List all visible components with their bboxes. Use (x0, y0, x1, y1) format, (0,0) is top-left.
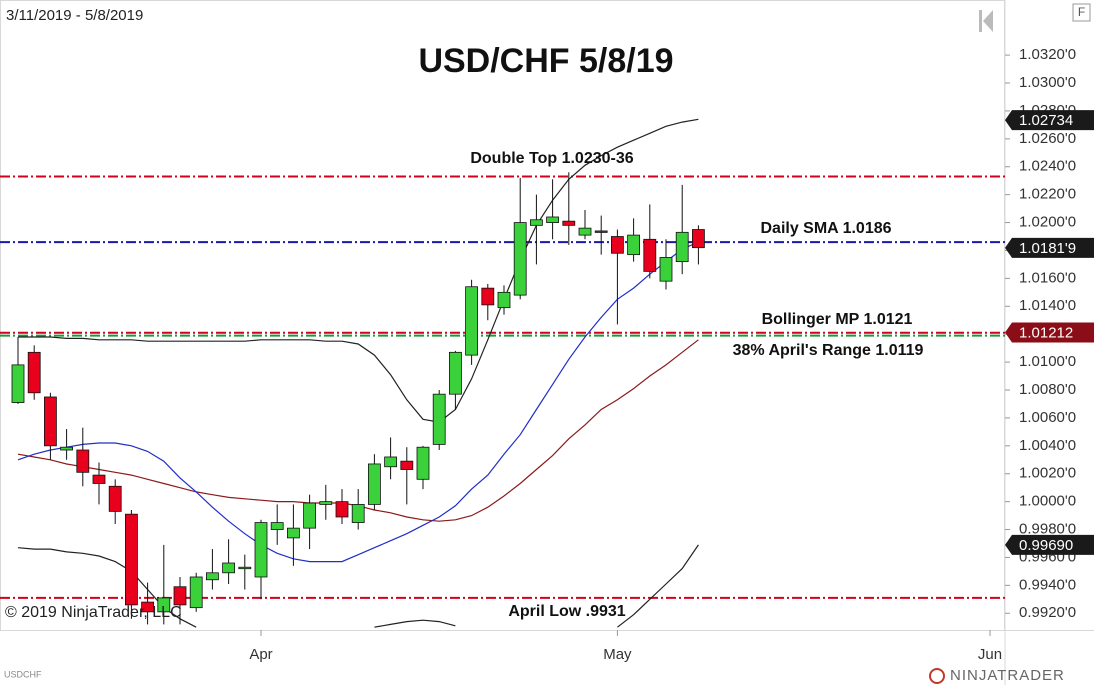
x-tick-label: May (603, 646, 632, 663)
chart-title: USD/CHF 5/8/19 (418, 42, 673, 80)
x-tick-label: Apr (249, 646, 272, 663)
y-tick-label: 1.0140'0 (1019, 297, 1076, 314)
y-tick-label: 1.0300'0 (1019, 74, 1076, 91)
y-tick-label: 1.0200'0 (1019, 214, 1076, 231)
candle-body (416, 446, 430, 480)
price-marker-label: 0.99690 (1019, 537, 1073, 554)
annotation: Bollinger MP 1.0121 (762, 311, 913, 328)
y-tick-label: 1.0240'0 (1019, 158, 1076, 175)
instrument: USDCHF (4, 669, 42, 679)
candle-layer (11, 172, 705, 625)
candle-body (611, 236, 624, 254)
candle-body (319, 501, 333, 505)
y-tick-label: 0.9920'0 (1019, 604, 1076, 621)
candle-body (513, 222, 527, 296)
date-range: 3/11/2019 - 5/8/2019 (6, 7, 143, 24)
candle-body (205, 572, 219, 581)
candle-body (400, 460, 414, 470)
candle-body (675, 231, 689, 263)
annotation: April Low .9931 (508, 603, 625, 620)
annotation: Double Top 1.0230-36 (470, 150, 633, 167)
candle-body (11, 364, 25, 403)
candle-body (125, 513, 138, 606)
y-tick-label: 1.0100'0 (1019, 353, 1076, 370)
candle-body (157, 597, 171, 613)
candle-body (384, 456, 398, 468)
candle-body (465, 286, 479, 356)
candle-body (627, 234, 640, 256)
candle-body (60, 446, 73, 451)
candle-body (76, 449, 90, 473)
candle-body (530, 219, 543, 226)
y-tick-label: 1.0260'0 (1019, 130, 1076, 147)
candle-body (497, 291, 511, 309)
price-marker (1005, 534, 1094, 555)
candle-body (108, 485, 122, 512)
reset-icon-bar (979, 10, 982, 32)
candle-body (594, 230, 608, 233)
y-tick-label: 1.0080'0 (1019, 381, 1076, 398)
candle-body (335, 501, 349, 518)
candle-body (546, 216, 559, 223)
annotation: Daily SMA 1.0186 (760, 220, 891, 237)
indicator-line (18, 118, 699, 423)
reset-icon-arrow (983, 10, 993, 32)
candle-body (173, 586, 187, 606)
y-tick-label: 1.0160'0 (1019, 269, 1076, 286)
candle-body (27, 351, 41, 394)
candle-body (432, 393, 446, 445)
price-marker-label: 1.01212 (1019, 324, 1073, 341)
candle-body (351, 504, 365, 523)
text-layer: 0.9920'00.9940'00.9960'00.9980'01.0000'0… (249, 46, 1094, 663)
candle-body (238, 566, 252, 570)
candle-body (44, 396, 57, 447)
candle-body (643, 238, 657, 272)
y-tick-label: 1.0220'0 (1019, 186, 1076, 203)
f-button-label: F (1078, 5, 1085, 19)
candle-body (222, 562, 236, 574)
copyright: © 2019 NinjaTrader, LLC (5, 604, 182, 621)
candle-body (189, 576, 203, 609)
candle-body (270, 522, 284, 530)
candle-body (141, 601, 155, 613)
candle-body (578, 227, 592, 236)
y-tick-label: 0.9940'0 (1019, 576, 1076, 593)
brand-name: NINJATRADER (950, 667, 1065, 684)
y-tick-label: 1.0020'0 (1019, 465, 1076, 482)
price-marker (1005, 237, 1094, 258)
candle-body (254, 522, 268, 578)
indicator-line (17, 241, 699, 563)
price-marker-label: 1.0181'9 (1019, 240, 1076, 257)
candle-body (448, 351, 462, 395)
f-button[interactable] (1072, 3, 1091, 22)
price-marker-label: 1.02734 (1019, 112, 1073, 129)
candle-body (286, 527, 300, 539)
price-marker (1005, 110, 1094, 131)
y-tick-label: 0.9980'0 (1019, 521, 1076, 538)
y-tick-label: 1.0320'0 (1019, 46, 1076, 63)
price-marker (1005, 322, 1094, 343)
x-tick-label: Jun (978, 646, 1002, 663)
candle-body (303, 502, 317, 529)
y-tick-label: 1.0060'0 (1019, 409, 1076, 426)
y-tick-label: 1.0000'0 (1019, 493, 1076, 510)
brand-logo (929, 668, 945, 684)
candle-body (367, 463, 381, 505)
reset-icon[interactable] (979, 10, 993, 32)
candle-body (692, 229, 705, 249)
candle-body (92, 474, 106, 484)
candle-body (481, 287, 495, 306)
annotation: 38% April's Range 1.0119 (733, 342, 924, 359)
candle-body (659, 257, 673, 282)
candle-body (562, 220, 576, 226)
y-tick-label: 1.0040'0 (1019, 437, 1076, 454)
